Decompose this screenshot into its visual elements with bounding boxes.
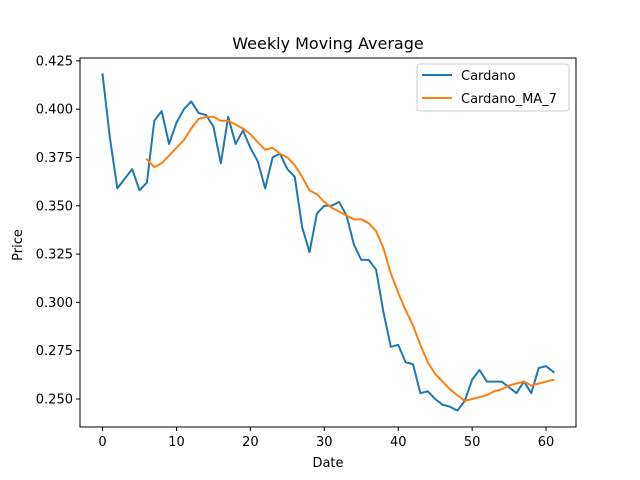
- plot-frame: [79, 57, 577, 428]
- legend: Cardano Cardano_MA_7: [416, 63, 570, 112]
- y-tick-label: 0.375: [36, 151, 73, 166]
- x-tick-label: 50: [464, 435, 481, 450]
- x-tick-label: 10: [168, 435, 185, 450]
- legend-box: [416, 63, 570, 112]
- legend-label-cardano: Cardano: [461, 69, 516, 84]
- y-tick-label: 0.350: [36, 199, 73, 214]
- x-tick-label: 0: [98, 435, 106, 450]
- y-tick-label: 0.400: [36, 103, 73, 118]
- y-axis-ticks: 0.250 0.275 0.300 0.325 0.350 0.375 0.400 0.425: [36, 54, 80, 407]
- x-axis-title: Date: [312, 456, 343, 471]
- y-tick-label: 0.325: [36, 248, 73, 263]
- x-tick-label: 20: [242, 435, 259, 450]
- chart-title: Weekly Moving Average: [232, 34, 423, 53]
- series-line-cardano-ma-7: [145, 115, 555, 402]
- y-tick-label: 0.300: [36, 296, 73, 311]
- x-tick-label: 40: [390, 435, 407, 450]
- y-axis-title: Price: [11, 229, 26, 261]
- x-axis-ticks: 0 10 20 30 40 50 60: [98, 427, 554, 450]
- x-tick-label: 60: [538, 435, 555, 450]
- x-tick-label: 30: [316, 435, 333, 450]
- y-tick-label: 0.425: [36, 54, 73, 69]
- y-tick-label: 0.275: [36, 344, 73, 359]
- legend-label-cardano-ma-7: Cardano_MA_7: [461, 92, 557, 107]
- y-tick-label: 0.250: [36, 392, 73, 407]
- plot-series-group: [101, 73, 555, 412]
